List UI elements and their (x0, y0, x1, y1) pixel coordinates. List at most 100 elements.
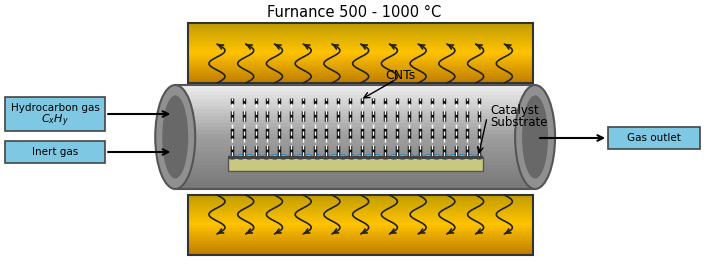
Text: Inert gas: Inert gas (32, 147, 79, 157)
Bar (188, 46, 533, 47)
Bar (175, 137, 535, 141)
Bar (188, 65, 533, 67)
Ellipse shape (289, 155, 296, 159)
Bar (188, 210, 533, 211)
Bar (188, 195, 533, 255)
Bar (188, 198, 533, 199)
Ellipse shape (272, 155, 278, 159)
Bar (188, 59, 533, 60)
Bar (188, 235, 533, 237)
Bar (175, 151, 535, 154)
Ellipse shape (306, 155, 313, 159)
Bar (5, 141, 105, 163)
Bar (175, 154, 535, 158)
Bar (188, 240, 533, 241)
Bar (608, 127, 700, 149)
Ellipse shape (467, 155, 474, 159)
Ellipse shape (162, 95, 188, 178)
Ellipse shape (459, 155, 466, 159)
Bar (175, 141, 535, 144)
Bar (175, 178, 535, 182)
Bar (175, 134, 535, 137)
Ellipse shape (314, 155, 321, 159)
Bar (175, 175, 535, 178)
Bar (188, 214, 533, 216)
Bar (175, 161, 535, 165)
Bar (175, 113, 535, 116)
Ellipse shape (280, 155, 287, 159)
Bar (188, 38, 533, 40)
Text: Catalyst: Catalyst (490, 103, 539, 117)
Ellipse shape (374, 155, 381, 159)
Bar (188, 221, 533, 222)
Bar (5, 97, 105, 131)
Bar (188, 64, 533, 65)
Bar (188, 80, 533, 81)
Bar (175, 116, 535, 120)
Bar (188, 37, 533, 38)
Ellipse shape (348, 155, 355, 159)
Bar (188, 71, 533, 73)
Bar (175, 126, 535, 130)
Ellipse shape (476, 155, 483, 159)
Bar (188, 23, 533, 83)
Bar (188, 228, 533, 229)
Bar (188, 28, 533, 29)
Text: $\mathit{C_xH_y}$: $\mathit{C_xH_y}$ (41, 113, 69, 129)
Ellipse shape (297, 155, 304, 159)
Bar (188, 229, 533, 231)
Bar (188, 211, 533, 213)
Bar (175, 144, 535, 147)
Bar (188, 34, 533, 35)
Bar (188, 74, 533, 76)
Text: CNTs: CNTs (385, 68, 415, 81)
Ellipse shape (255, 155, 261, 159)
Bar (188, 40, 533, 41)
Bar (188, 47, 533, 49)
Ellipse shape (408, 155, 415, 159)
Bar (188, 202, 533, 204)
Ellipse shape (433, 155, 440, 159)
Bar (188, 208, 533, 210)
Ellipse shape (450, 155, 457, 159)
Bar (175, 123, 535, 126)
Bar (188, 218, 533, 219)
Ellipse shape (442, 155, 449, 159)
Bar (188, 41, 533, 43)
Bar (188, 32, 533, 34)
Bar (188, 49, 533, 50)
Bar (188, 24, 533, 26)
Bar (188, 43, 533, 44)
Ellipse shape (425, 155, 432, 159)
Bar (188, 241, 533, 243)
Ellipse shape (229, 155, 235, 159)
Bar (188, 222, 533, 224)
Text: Hydrocarbon gas: Hydrocarbon gas (11, 103, 100, 113)
Bar (188, 70, 533, 71)
Bar (175, 109, 535, 113)
Bar (188, 243, 533, 244)
Bar (188, 237, 533, 238)
Bar (188, 51, 533, 53)
Bar (188, 23, 533, 24)
Bar (188, 204, 533, 205)
Text: Gas outlet: Gas outlet (627, 133, 681, 143)
Bar (188, 226, 533, 228)
Bar (188, 225, 533, 226)
Ellipse shape (382, 155, 389, 159)
Bar (175, 158, 535, 161)
Bar (175, 102, 535, 106)
Bar (188, 77, 533, 79)
Bar (175, 182, 535, 186)
Ellipse shape (515, 85, 555, 189)
Ellipse shape (391, 155, 398, 159)
Bar (175, 95, 535, 99)
Bar (188, 79, 533, 80)
Ellipse shape (416, 155, 423, 159)
Bar (188, 73, 533, 74)
Bar (188, 252, 533, 254)
Bar (188, 31, 533, 32)
Bar (188, 56, 533, 57)
Bar (188, 219, 533, 221)
Bar (188, 67, 533, 68)
